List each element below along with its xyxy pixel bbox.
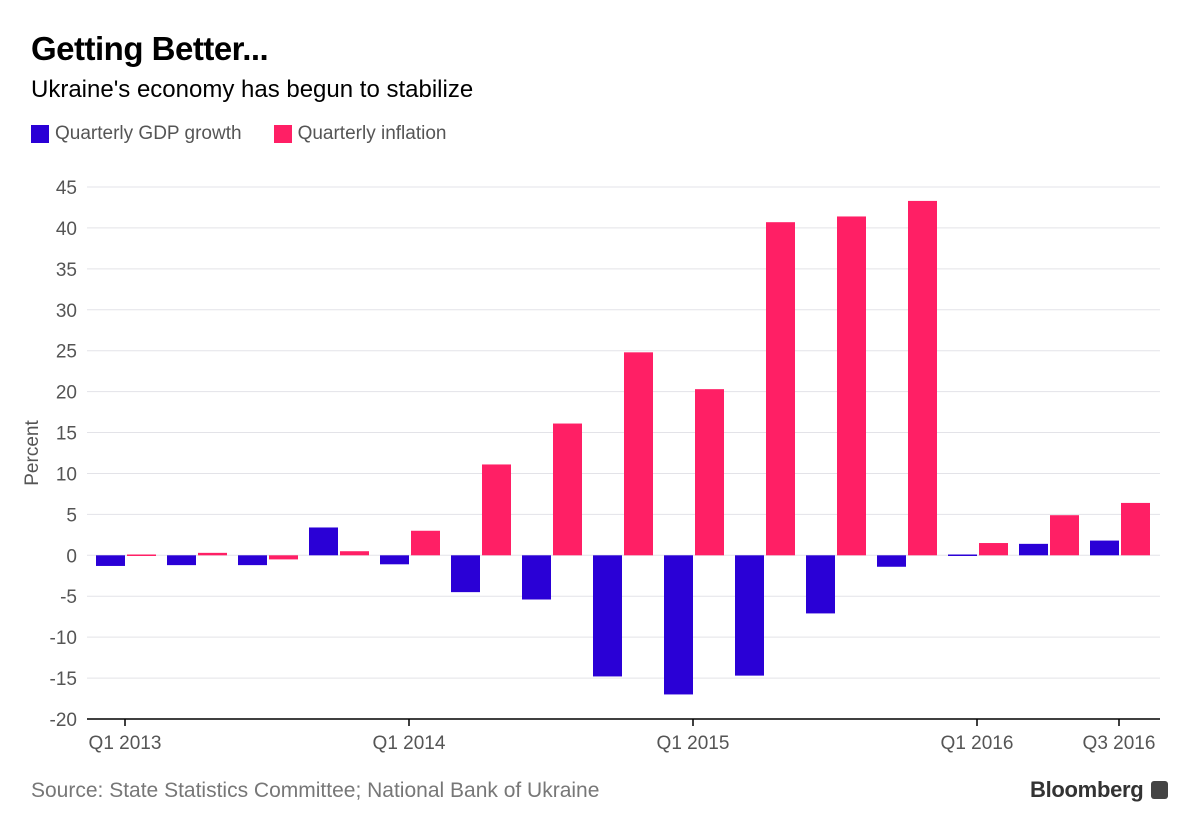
legend-label-inflation: Quarterly inflation	[297, 123, 447, 144]
bar-inflation	[269, 555, 298, 560]
bar-gdp-growth	[806, 555, 835, 614]
y-tick-label: -15	[50, 669, 77, 690]
x-tick-label: Q1 2015	[657, 733, 730, 754]
y-tick-label: 10	[56, 464, 77, 485]
y-tick-label: 30	[56, 301, 77, 322]
chart-subtitle: Ukraine's economy has begun to stabilize	[31, 76, 474, 103]
y-tick-label: 0	[66, 546, 77, 567]
bar-inflation	[695, 389, 724, 556]
bar-gdp-growth	[1090, 540, 1119, 556]
y-tick-label: 35	[56, 260, 77, 281]
bar-inflation	[198, 552, 227, 556]
y-tick-label: 15	[56, 424, 77, 445]
bar-inflation	[979, 543, 1008, 556]
y-tick-label: -10	[50, 628, 77, 649]
bar-gdp-growth	[1019, 543, 1048, 556]
y-axis-label: Percent	[22, 420, 43, 486]
bar-inflation	[766, 222, 795, 556]
bar-gdp-growth	[380, 555, 409, 565]
legend: Quarterly GDP growth Quarterly inflation	[31, 123, 446, 145]
bar-inflation	[837, 216, 866, 556]
chart-title: Getting Better...	[31, 30, 269, 67]
y-tick-label: 45	[56, 178, 77, 199]
x-tick-label: Q3 2016	[1083, 733, 1156, 754]
bar-inflation	[1121, 502, 1150, 556]
bar-inflation	[908, 200, 937, 556]
bar-inflation	[482, 464, 511, 556]
bar-gdp-growth	[877, 555, 906, 567]
legend-item-gdp: Quarterly GDP growth	[31, 123, 242, 145]
x-tick-label: Q1 2013	[89, 733, 162, 754]
bar-gdp-growth	[593, 555, 622, 677]
bar-gdp-growth	[948, 554, 977, 556]
legend-label-gdp: Quarterly GDP growth	[55, 123, 242, 144]
legend-item-inflation: Quarterly inflation	[273, 123, 447, 145]
y-tick-label: 5	[66, 505, 77, 526]
bar-inflation	[127, 554, 156, 556]
bar-inflation	[553, 423, 582, 556]
bar-gdp-growth	[735, 555, 764, 676]
source-note: Source: State Statistics Committee; Nati…	[31, 779, 600, 802]
bar-gdp-growth	[96, 555, 125, 566]
bar-gdp-growth	[664, 555, 693, 695]
legend-swatch-inflation	[273, 125, 292, 143]
x-tick-label: Q1 2016	[941, 733, 1014, 754]
y-tick-label: -20	[50, 710, 77, 731]
bloomberg-logo: Bloomberg	[1030, 777, 1169, 803]
x-tick-label: Q1 2014	[373, 733, 446, 754]
y-tick-label: 20	[56, 383, 77, 404]
bar-gdp-growth	[238, 555, 267, 566]
bloomberg-chart-icon	[1151, 781, 1169, 799]
bar-inflation	[624, 352, 653, 556]
bar-inflation	[411, 530, 440, 556]
bar-gdp-growth	[309, 527, 338, 556]
y-tick-label: -5	[60, 587, 77, 608]
legend-swatch-gdp	[31, 125, 49, 143]
y-tick-label: 40	[56, 219, 77, 240]
bar-inflation	[340, 551, 369, 556]
logo-text: Bloomberg	[1030, 777, 1144, 802]
bar-gdp-growth	[522, 555, 551, 600]
bar-gdp-growth	[451, 555, 480, 593]
bar-inflation	[1050, 515, 1079, 556]
y-tick-label: 25	[56, 342, 77, 363]
bar-gdp-growth	[167, 555, 196, 566]
